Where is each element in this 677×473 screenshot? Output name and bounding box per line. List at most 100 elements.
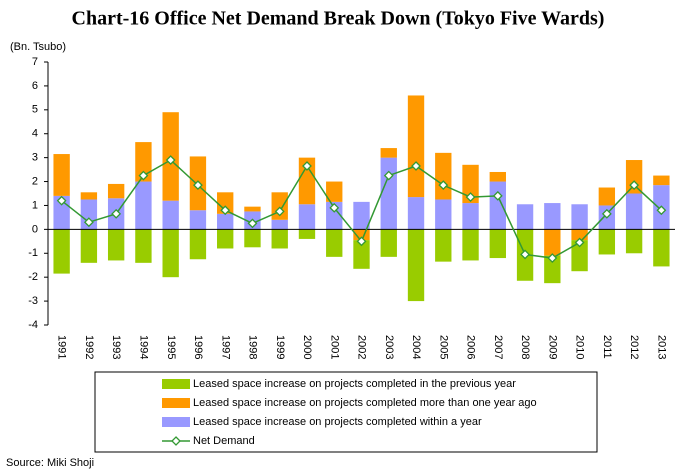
bar <box>189 229 207 260</box>
point <box>520 249 530 260</box>
y-tick-label: 6 <box>32 80 38 92</box>
bar <box>544 203 561 230</box>
point <box>138 170 149 181</box>
x-tick-label: 2013 <box>655 335 667 359</box>
point <box>56 195 67 206</box>
bar <box>462 203 479 230</box>
bar <box>271 219 288 230</box>
bar <box>598 229 616 255</box>
x-tick-label: 1995 <box>165 335 177 359</box>
bar <box>217 229 234 249</box>
bar <box>107 229 125 261</box>
bar <box>489 181 506 230</box>
point <box>220 205 231 216</box>
bar <box>353 201 370 230</box>
bar <box>516 204 534 230</box>
bar <box>544 255 561 284</box>
bar <box>80 229 98 263</box>
x-tick-label: 2008 <box>519 335 531 359</box>
point <box>547 253 558 263</box>
legend-label: Leased space increase on projects comple… <box>193 378 516 390</box>
point <box>601 208 612 219</box>
x-tick-label: 2011 <box>601 335 613 359</box>
bar <box>326 201 343 230</box>
bar <box>298 229 316 239</box>
legend-box <box>94 371 598 453</box>
legend-swatch <box>162 417 190 427</box>
point <box>465 192 476 203</box>
y-tick-label: 3 <box>32 152 38 164</box>
bar <box>107 183 125 199</box>
legend-label: Net Demand <box>193 435 255 447</box>
point <box>111 208 122 219</box>
bar <box>407 197 425 230</box>
y-tick-label: -4 <box>28 319 38 331</box>
x-tick-label: 1998 <box>247 335 259 359</box>
bar <box>353 229 370 241</box>
bar <box>407 95 425 198</box>
point <box>356 236 367 247</box>
bar <box>462 229 479 261</box>
y-tick-label: 5 <box>32 104 38 116</box>
bar <box>53 229 70 274</box>
legend-label: Leased space increase on projects comple… <box>193 397 537 409</box>
x-tick-label: 2006 <box>465 335 477 359</box>
x-tick-label: 2000 <box>301 335 313 359</box>
x-tick-label: 1996 <box>192 335 204 359</box>
bar <box>217 213 234 230</box>
x-tick-label: 1994 <box>138 335 150 359</box>
bar <box>244 229 261 248</box>
bar <box>298 204 316 230</box>
x-tick-label: 1992 <box>83 335 95 359</box>
bar <box>53 154 70 196</box>
bar <box>435 229 452 262</box>
x-tick-label: 1991 <box>56 335 68 359</box>
legend-swatch <box>162 379 190 389</box>
bar <box>80 192 98 200</box>
point <box>383 170 394 181</box>
bar <box>462 164 479 204</box>
point <box>83 217 94 228</box>
bar <box>489 171 506 182</box>
bar <box>625 193 643 230</box>
point <box>274 206 285 217</box>
point <box>574 237 585 248</box>
x-tick-label: 1999 <box>274 335 286 359</box>
bar <box>598 187 616 206</box>
bar <box>353 240 370 269</box>
bar <box>189 210 207 230</box>
point <box>438 180 449 191</box>
x-tick-label: 2001 <box>328 335 340 359</box>
bar <box>217 192 234 214</box>
bar <box>571 229 588 241</box>
bar <box>407 229 425 302</box>
bar <box>380 229 397 257</box>
bar <box>653 229 670 267</box>
legend-swatch <box>162 398 190 408</box>
bar <box>298 157 316 205</box>
x-tick-label: 2012 <box>628 335 640 359</box>
y-tick-label: 4 <box>32 128 38 140</box>
legend-label: Leased space increase on projects comple… <box>193 416 482 428</box>
bar <box>135 229 152 263</box>
bar <box>380 157 397 230</box>
bar <box>489 229 506 259</box>
bar <box>435 152 452 200</box>
point <box>629 180 640 191</box>
point <box>193 180 203 191</box>
bar <box>326 229 343 257</box>
bar <box>326 181 343 202</box>
bar <box>571 204 588 230</box>
bar <box>625 229 643 254</box>
x-tick-label: 2005 <box>437 335 449 359</box>
y-tick-label: -2 <box>28 271 38 283</box>
point <box>656 205 667 216</box>
bar <box>271 229 288 249</box>
y-tick-label: 1 <box>32 199 38 211</box>
y-tick-label: 7 <box>32 56 38 68</box>
point <box>329 202 340 213</box>
x-tick-label: 2007 <box>492 335 504 359</box>
y-tick-label: -3 <box>28 295 38 307</box>
point <box>411 161 421 171</box>
